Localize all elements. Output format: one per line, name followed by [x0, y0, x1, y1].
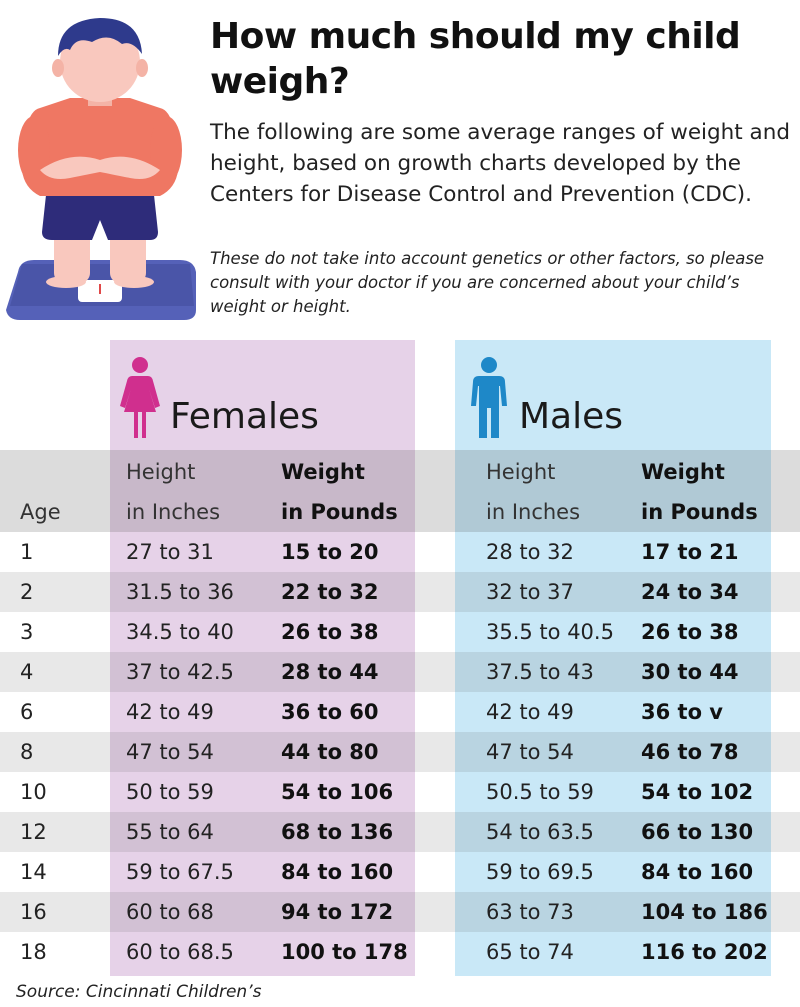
male-height-cell: 47 to 54 [486, 740, 574, 764]
female-weight-cell: 15 to 20 [281, 540, 379, 564]
male-height-cell: 54 to 63.5 [486, 820, 594, 844]
females-panel [110, 340, 415, 976]
female-height-cell: 59 to 67.5 [126, 860, 234, 884]
age-cell: 16 [20, 900, 47, 924]
female-weight-cell: 44 to 80 [281, 740, 379, 764]
female-height-cell: 47 to 54 [126, 740, 214, 764]
female-height-cell: 50 to 59 [126, 780, 214, 804]
female-weight-header-line1: Weight [281, 460, 365, 484]
age-cell: 1 [20, 540, 34, 564]
male-weight-cell: 46 to 78 [641, 740, 739, 764]
male-weight-cell: 104 to 186 [641, 900, 768, 924]
males-label: Males [519, 396, 624, 437]
male-height-cell: 32 to 37 [486, 580, 574, 604]
female-weight-cell: 54 to 106 [281, 780, 394, 804]
female-weight-cell: 28 to 44 [281, 660, 379, 684]
row-stripe [0, 892, 800, 932]
female-weight-cell: 36 to 60 [281, 700, 379, 724]
age-header: Age [20, 500, 61, 524]
female-weight-cell: 26 to 38 [281, 620, 379, 644]
age-cell: 12 [20, 820, 47, 844]
females-label: Females [170, 396, 319, 437]
male-height-cell: 59 to 69.5 [486, 860, 594, 884]
female-weight-cell: 100 to 178 [281, 940, 408, 964]
female-height-cell: 31.5 to 36 [126, 580, 234, 604]
female-weight-cell: 94 to 172 [281, 900, 394, 924]
male-height-cell: 50.5 to 59 [486, 780, 594, 804]
male-weight-header-line2: in Pounds [641, 500, 758, 524]
male-weight-cell: 24 to 34 [641, 580, 739, 604]
age-cell: 14 [20, 860, 47, 884]
female-weight-cell: 22 to 32 [281, 580, 379, 604]
male-height-cell: 37.5 to 43 [486, 660, 594, 684]
intro-paragraph: The following are some average ranges of… [210, 120, 791, 207]
male-weight-cell: 54 to 102 [641, 780, 754, 804]
male-height-cell: 28 to 32 [486, 540, 574, 564]
female-height-cell: 34.5 to 40 [126, 620, 234, 644]
source-credit: Source: Cincinnati Children’s [16, 982, 262, 1002]
male-weight-cell: 66 to 130 [641, 820, 754, 844]
male-height-cell: 42 to 49 [486, 700, 574, 724]
male-height-header-line2: in Inches [486, 500, 581, 524]
page-title: How much should my child weigh? [210, 16, 741, 102]
male-weight-cell: 116 to 202 [641, 940, 768, 964]
age-cell: 6 [20, 700, 34, 724]
row-stripe [0, 652, 800, 692]
female-icon [120, 356, 160, 438]
row-stripe [0, 812, 800, 852]
male-weight-cell: 26 to 38 [641, 620, 739, 644]
female-height-cell: 60 to 68.5 [126, 940, 234, 964]
child-on-scale-illustration [6, 18, 196, 320]
male-weight-header-line1: Weight [641, 460, 725, 484]
age-cell: 4 [20, 660, 34, 684]
female-weight-header-line2: in Pounds [281, 500, 398, 524]
females-header: Females [118, 355, 319, 440]
female-weight-cell: 68 to 136 [281, 820, 394, 844]
age-cell: 3 [20, 620, 34, 644]
male-height-cell: 65 to 74 [486, 940, 574, 964]
female-height-cell: 27 to 31 [126, 540, 214, 564]
male-weight-cell: 30 to 44 [641, 660, 739, 684]
age-cell: 8 [20, 740, 34, 764]
disclaimer-note: These do not take into account genetics … [210, 249, 765, 316]
male-weight-cell: 17 to 21 [641, 540, 739, 564]
male-weight-cell: 36 to v [641, 700, 724, 724]
row-stripe [0, 732, 800, 772]
female-height-header-line2: in Inches [126, 500, 221, 524]
female-height-cell: 55 to 64 [126, 820, 214, 844]
males-header: Males [467, 355, 623, 440]
row-stripe [0, 572, 800, 612]
table-header-band [0, 450, 800, 532]
female-height-cell: 37 to 42.5 [126, 660, 234, 684]
age-cell: 2 [20, 580, 34, 604]
female-height-cell: 42 to 49 [126, 700, 214, 724]
male-weight-cell: 84 to 160 [641, 860, 754, 884]
male-height-cell: 35.5 to 40.5 [486, 620, 614, 644]
male-icon [471, 356, 507, 438]
males-panel [455, 340, 771, 976]
age-cell: 18 [20, 940, 47, 964]
age-cell: 10 [20, 780, 47, 804]
female-height-header-line1: Height [126, 460, 196, 484]
male-height-cell: 63 to 73 [486, 900, 574, 924]
male-height-header-line1: Height [486, 460, 556, 484]
female-weight-cell: 84 to 160 [281, 860, 394, 884]
female-height-cell: 60 to 68 [126, 900, 214, 924]
